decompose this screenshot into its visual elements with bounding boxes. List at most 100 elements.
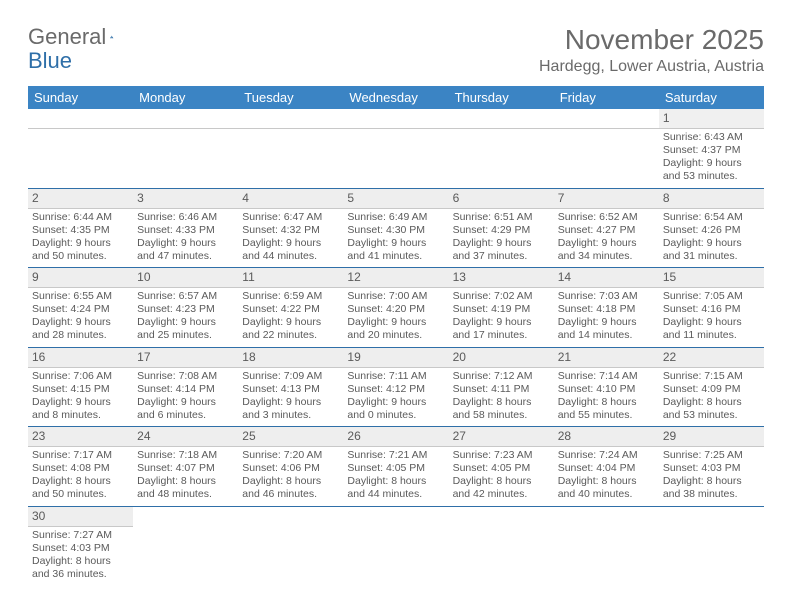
day-cell: Sunrise: 6:43 AMSunset: 4:37 PMDaylight:… [659, 129, 764, 189]
daylight-text: and 20 minutes. [347, 329, 444, 342]
sunset-text: Sunset: 4:22 PM [242, 303, 339, 316]
day-cell: Sunrise: 6:54 AMSunset: 4:26 PMDaylight:… [659, 208, 764, 268]
sunrise-text: Sunrise: 7:15 AM [663, 370, 760, 383]
day-cell [449, 526, 554, 585]
day-cell: Sunrise: 7:14 AMSunset: 4:10 PMDaylight:… [554, 367, 659, 427]
day-content-row: Sunrise: 7:27 AMSunset: 4:03 PMDaylight:… [28, 526, 764, 585]
day-cell: Sunrise: 7:09 AMSunset: 4:13 PMDaylight:… [238, 367, 343, 427]
logo-text-blue: Blue [28, 48, 72, 74]
daynum-row: 9101112131415 [28, 268, 764, 288]
day-cell: Sunrise: 7:08 AMSunset: 4:14 PMDaylight:… [133, 367, 238, 427]
day-number: 20 [449, 347, 554, 367]
day-number: 9 [28, 268, 133, 288]
sunrise-text: Sunrise: 6:47 AM [242, 211, 339, 224]
day-cell [133, 526, 238, 585]
day-cell: Sunrise: 6:47 AMSunset: 4:32 PMDaylight:… [238, 208, 343, 268]
sunset-text: Sunset: 4:08 PM [32, 462, 129, 475]
daylight-text: and 58 minutes. [453, 409, 550, 422]
daylight-text: Daylight: 9 hours [137, 316, 234, 329]
day-content-row: Sunrise: 6:55 AMSunset: 4:24 PMDaylight:… [28, 288, 764, 348]
sunset-text: Sunset: 4:05 PM [347, 462, 444, 475]
day-cell: Sunrise: 6:52 AMSunset: 4:27 PMDaylight:… [554, 208, 659, 268]
sunrise-text: Sunrise: 7:06 AM [32, 370, 129, 383]
sunrise-text: Sunrise: 7:00 AM [347, 290, 444, 303]
day-number [238, 506, 343, 526]
daylight-text: and 17 minutes. [453, 329, 550, 342]
daylight-text: and 55 minutes. [558, 409, 655, 422]
day-cell: Sunrise: 7:27 AMSunset: 4:03 PMDaylight:… [28, 526, 133, 585]
sunrise-text: Sunrise: 6:43 AM [663, 131, 760, 144]
day-number [28, 109, 133, 129]
day-number: 8 [659, 188, 764, 208]
daylight-text: and 8 minutes. [32, 409, 129, 422]
day-cell [449, 129, 554, 189]
sunset-text: Sunset: 4:03 PM [663, 462, 760, 475]
sunrise-text: Sunrise: 7:23 AM [453, 449, 550, 462]
day-number: 30 [28, 506, 133, 526]
day-number [133, 109, 238, 129]
daylight-text: and 50 minutes. [32, 488, 129, 501]
daylight-text: and 47 minutes. [137, 250, 234, 263]
daylight-text: Daylight: 8 hours [32, 475, 129, 488]
day-number: 16 [28, 347, 133, 367]
sunset-text: Sunset: 4:09 PM [663, 383, 760, 396]
day-cell [28, 129, 133, 189]
day-number: 4 [238, 188, 343, 208]
sunrise-text: Sunrise: 7:03 AM [558, 290, 655, 303]
location: Hardegg, Lower Austria, Austria [539, 58, 764, 76]
sunrise-text: Sunrise: 6:49 AM [347, 211, 444, 224]
day-number: 29 [659, 427, 764, 447]
daylight-text: and 22 minutes. [242, 329, 339, 342]
daylight-text: Daylight: 8 hours [663, 475, 760, 488]
day-content-row: Sunrise: 6:43 AMSunset: 4:37 PMDaylight:… [28, 129, 764, 189]
day-number: 21 [554, 347, 659, 367]
daylight-text: Daylight: 9 hours [347, 316, 444, 329]
daylight-text: Daylight: 9 hours [663, 237, 760, 250]
day-number: 22 [659, 347, 764, 367]
sunrise-text: Sunrise: 7:02 AM [453, 290, 550, 303]
day-number: 11 [238, 268, 343, 288]
sunrise-text: Sunrise: 7:08 AM [137, 370, 234, 383]
day-cell: Sunrise: 7:17 AMSunset: 4:08 PMDaylight:… [28, 447, 133, 507]
header: General November 2025 Hardegg, Lower Aus… [28, 24, 764, 76]
sunset-text: Sunset: 4:11 PM [453, 383, 550, 396]
daynum-row: 2345678 [28, 188, 764, 208]
day-cell: Sunrise: 7:24 AMSunset: 4:04 PMDaylight:… [554, 447, 659, 507]
day-cell: Sunrise: 7:15 AMSunset: 4:09 PMDaylight:… [659, 367, 764, 427]
day-cell: Sunrise: 7:20 AMSunset: 4:06 PMDaylight:… [238, 447, 343, 507]
sunset-text: Sunset: 4:24 PM [32, 303, 129, 316]
sunrise-text: Sunrise: 7:24 AM [558, 449, 655, 462]
day-number: 26 [343, 427, 448, 447]
day-cell [659, 526, 764, 585]
day-cell: Sunrise: 7:00 AMSunset: 4:20 PMDaylight:… [343, 288, 448, 348]
daylight-text: Daylight: 8 hours [663, 396, 760, 409]
sunrise-text: Sunrise: 7:25 AM [663, 449, 760, 462]
dayname: Saturday [659, 86, 764, 109]
daylight-text: Daylight: 8 hours [558, 396, 655, 409]
daylight-text: and 3 minutes. [242, 409, 339, 422]
dayname: Tuesday [238, 86, 343, 109]
sunset-text: Sunset: 4:03 PM [32, 542, 129, 555]
day-number: 17 [133, 347, 238, 367]
day-cell [343, 129, 448, 189]
day-number: 10 [133, 268, 238, 288]
day-number [554, 109, 659, 129]
sunset-text: Sunset: 4:26 PM [663, 224, 760, 237]
day-number: 14 [554, 268, 659, 288]
sunrise-text: Sunrise: 6:52 AM [558, 211, 655, 224]
daylight-text: and 25 minutes. [137, 329, 234, 342]
day-cell: Sunrise: 6:49 AMSunset: 4:30 PMDaylight:… [343, 208, 448, 268]
daylight-text: and 44 minutes. [242, 250, 339, 263]
sunset-text: Sunset: 4:16 PM [663, 303, 760, 316]
day-number: 7 [554, 188, 659, 208]
daylight-text: Daylight: 9 hours [453, 237, 550, 250]
sunrise-text: Sunrise: 7:12 AM [453, 370, 550, 383]
daylight-text: Daylight: 9 hours [32, 316, 129, 329]
day-cell: Sunrise: 7:05 AMSunset: 4:16 PMDaylight:… [659, 288, 764, 348]
sunset-text: Sunset: 4:05 PM [453, 462, 550, 475]
daylight-text: and 6 minutes. [137, 409, 234, 422]
day-number: 19 [343, 347, 448, 367]
sunset-text: Sunset: 4:15 PM [32, 383, 129, 396]
sunrise-text: Sunrise: 7:17 AM [32, 449, 129, 462]
day-cell: Sunrise: 7:21 AMSunset: 4:05 PMDaylight:… [343, 447, 448, 507]
